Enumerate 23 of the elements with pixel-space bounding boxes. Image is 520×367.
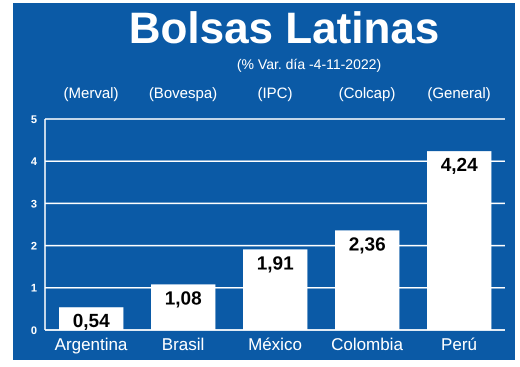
data-label: 4,24 bbox=[440, 155, 478, 176]
y-tick-label: 5 bbox=[30, 114, 37, 126]
text: (Bovespa) bbox=[148, 85, 218, 102]
data-label: 1,91 bbox=[256, 253, 294, 274]
text: (IPC) bbox=[258, 85, 292, 102]
text: (General) bbox=[427, 85, 491, 102]
chart-title: Bolsas Latinas bbox=[128, 3, 440, 55]
x-tick-label: Argentina bbox=[54, 335, 128, 354]
data-label: 0,54 bbox=[72, 311, 110, 332]
y-tick-label: 4 bbox=[30, 156, 38, 168]
chart-subtitle: (% Var. día -4-11-2022) bbox=[236, 55, 382, 73]
y-tick-label: 0 bbox=[30, 324, 37, 337]
data-label: 2,36 bbox=[348, 234, 386, 256]
x-tick-label: México bbox=[248, 335, 302, 354]
y-tick-label: 2 bbox=[30, 240, 37, 253]
data-label: 1,08 bbox=[164, 288, 202, 310]
text: (Colcap) bbox=[338, 85, 396, 102]
y-tick-label: 1 bbox=[30, 282, 37, 295]
text: (Merval) bbox=[64, 85, 118, 102]
x-tick-label: Perú bbox=[441, 335, 477, 354]
x-tick-label: Brasil bbox=[162, 335, 204, 354]
y-tick-label: 3 bbox=[30, 198, 37, 210]
x-tick-label: Colombia bbox=[331, 335, 404, 354]
